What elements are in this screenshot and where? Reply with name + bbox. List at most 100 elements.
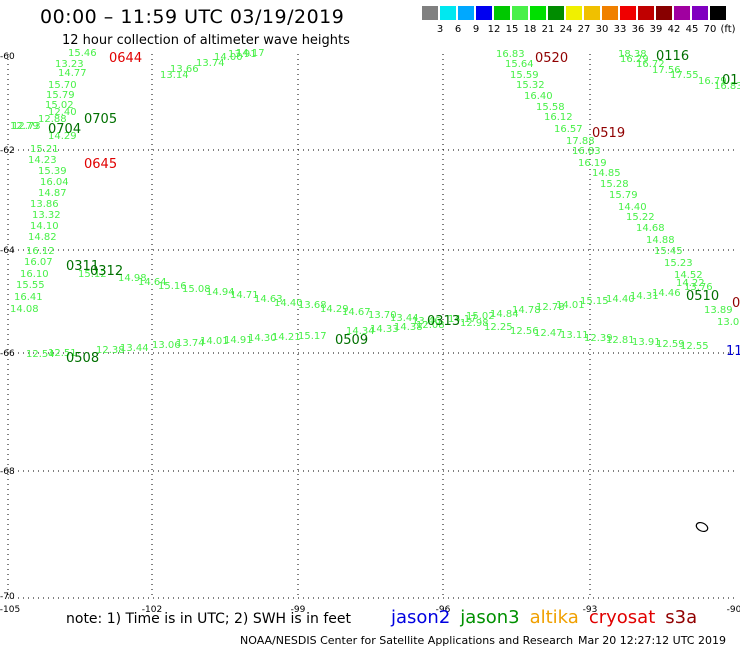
colorbar-swatch xyxy=(566,6,582,20)
wave-height-value: 14.31 xyxy=(630,291,659,302)
wave-height-value: 12.51 xyxy=(48,348,77,359)
wave-height-value: 12.81 xyxy=(606,335,635,346)
wave-height-value: 13.74 xyxy=(176,338,205,349)
wave-height-value: 12.55 xyxy=(680,341,709,352)
wave-height-value: 13.32 xyxy=(32,210,61,221)
wave-height-value: 14.46 xyxy=(652,288,681,299)
wave-height-value: 15.55 xyxy=(16,280,45,291)
wave-height-value: 15.12 xyxy=(78,269,107,280)
wave-height-value: 13.44 xyxy=(390,313,419,324)
wave-height-value: 14.17 xyxy=(236,48,265,59)
wave-height-value: 12.39 xyxy=(584,333,613,344)
wave-height-value: 12.38 xyxy=(96,345,125,356)
pass-time-label: 0508 xyxy=(66,351,99,366)
wave-height-value: 14.94 xyxy=(206,287,235,298)
lon-tick-label: -99 xyxy=(291,605,306,615)
wave-height-value: 12.47 xyxy=(534,328,563,339)
lon-tick-label: -102 xyxy=(142,605,162,615)
pass-time-label: 0705 xyxy=(84,112,117,127)
colorbar-label: 18 xyxy=(523,24,537,35)
wave-height-value: 16.19 xyxy=(578,158,607,169)
wave-height-value: 14.85 xyxy=(592,168,621,179)
wave-height-value: 14.40 xyxy=(618,202,647,213)
wave-height-value: 14.67 xyxy=(342,307,371,318)
wave-height-value: 16.10 xyxy=(20,269,49,280)
legend-altika: altika xyxy=(529,607,579,628)
satellite-tracks: 15.4613.2314.7715.7015.7915.0212.4012.88… xyxy=(10,48,740,360)
wave-height-value: 15.45 xyxy=(654,246,683,257)
wave-height-value: 13.44 xyxy=(120,343,149,354)
colorbar-swatch xyxy=(530,6,546,20)
wave-height-value: 14.87 xyxy=(38,188,67,199)
wave-height-value: 13.46 xyxy=(412,316,441,327)
wave-height-value: 13.74 xyxy=(196,58,225,69)
wave-height-value: 15.59 xyxy=(510,70,539,81)
pass-time-label: 0313 xyxy=(427,314,460,329)
wave-height-value: 14.40 xyxy=(274,298,303,309)
wave-height-value: 14.01 xyxy=(200,336,229,347)
pass-time-label: 01 xyxy=(722,73,739,88)
wave-height-value: 15.23 xyxy=(664,258,693,269)
colorbar-label: 12 xyxy=(487,24,501,35)
wave-height-value: 12.54 xyxy=(26,349,55,360)
wave-height-value: 14.33 xyxy=(370,324,399,335)
colorbar-swatch xyxy=(602,6,618,20)
wave-height-value: 14.17 xyxy=(448,314,477,325)
wave-height-value: 14.71 xyxy=(230,290,259,301)
colorbar-swatch xyxy=(512,6,528,20)
colorbar-label: (ft) xyxy=(720,24,736,35)
wave-height-value: 16.40 xyxy=(524,91,553,102)
colorbar-swatch xyxy=(620,6,636,20)
legend-jason3: jason3 xyxy=(460,607,520,628)
colorbar-swatch xyxy=(656,6,672,20)
pass-time-label: 0311 xyxy=(66,259,99,274)
wave-height-value: 17.55 xyxy=(670,70,699,81)
wave-height-value: 14.00 xyxy=(214,52,243,63)
wave-height-value: 15.21 xyxy=(30,144,59,155)
wave-height-value: 15.70 xyxy=(48,80,77,91)
wave-height-value: 12.08 xyxy=(416,320,445,331)
legend-jason2: jason2 xyxy=(391,607,451,628)
colorbar-label: 3 xyxy=(436,24,444,35)
wave-height-value: 15.02 xyxy=(45,100,74,111)
wave-height-value: 15.64 xyxy=(505,59,534,70)
wave-height-value: 15.15 xyxy=(580,296,609,307)
wave-height-value: 14.63 xyxy=(254,294,283,305)
colorbar-label: 70 xyxy=(703,24,717,35)
wave-height-value: 17.56 xyxy=(652,65,681,76)
pass-time-label: 0509 xyxy=(335,333,368,348)
map-grid xyxy=(7,54,736,599)
island-outline xyxy=(695,521,709,533)
wave-height-value: 12.40 xyxy=(48,107,77,118)
colorbar-swatch xyxy=(692,6,708,20)
wave-height-value: 14.64 xyxy=(138,277,167,288)
wave-height-value: 16.83 xyxy=(572,146,601,157)
lon-tick-label: -96 xyxy=(436,605,451,615)
wave-height-value: 13.89 xyxy=(704,305,733,316)
wave-height-value: 13.86 xyxy=(30,199,59,210)
lon-tick-label: -90 xyxy=(727,605,740,615)
wave-height-value: 14.68 xyxy=(636,223,665,234)
pass-time-label: 0704 xyxy=(48,122,81,137)
wave-height-value: 15.28 xyxy=(600,179,629,190)
pass-time-label: 0644 xyxy=(109,51,142,66)
colorbar-swatch xyxy=(548,6,564,20)
wave-height-value: 14.84 xyxy=(490,309,519,320)
wave-height-value: 16.83 xyxy=(714,81,740,92)
wave-height-value: 15.39 xyxy=(38,166,67,177)
wave-height-value: 16.12 xyxy=(26,246,55,257)
generation-timestamp: Mar 20 12:27:12 UTC 2019 xyxy=(578,634,726,647)
wave-height-value: 12.79 xyxy=(10,121,39,132)
wave-height-value: 14.08 xyxy=(10,304,39,315)
colorbar-swatch xyxy=(494,6,510,20)
colorbar-label: 27 xyxy=(577,24,591,35)
wave-height-value: 18.38 xyxy=(618,49,647,60)
pass-time-label: 11. xyxy=(726,344,740,359)
colorbar-swatch xyxy=(674,6,690,20)
colorbar-label: 45 xyxy=(685,24,699,35)
wave-height-value: 14.21 xyxy=(272,332,301,343)
wave-height-value: 14.34 xyxy=(346,326,375,337)
wave-height-value: 16.41 xyxy=(14,292,43,303)
